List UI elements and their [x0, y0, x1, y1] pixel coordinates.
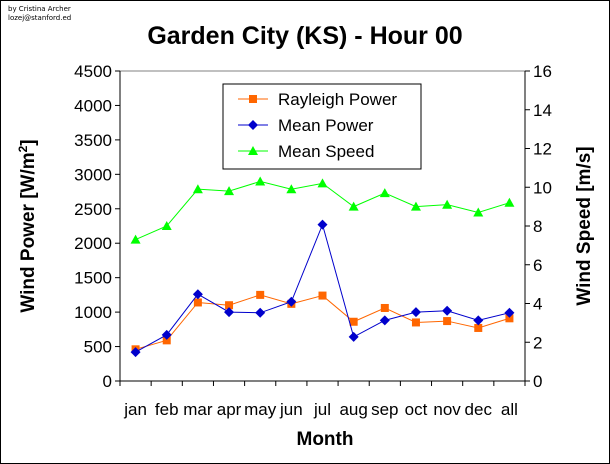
- data-point: [379, 188, 390, 198]
- y-axis-left-label-sup: 2: [16, 145, 30, 152]
- credit-email: lozej@stanford.ed: [8, 14, 72, 22]
- y-axis-left-label-main: Wind Power [W/m: [18, 152, 39, 312]
- y-right-tick-label: 6: [533, 256, 542, 275]
- x-tick-label: oct: [405, 400, 428, 419]
- y-right-tick-label: 2: [533, 333, 542, 352]
- legend-marker: [248, 120, 258, 130]
- data-point: [224, 307, 235, 318]
- data-point: [379, 315, 390, 326]
- y-left-tick-label: 3500: [74, 131, 112, 150]
- data-point: [504, 307, 515, 318]
- y-right-tick-label: 12: [533, 140, 552, 159]
- data-point: [225, 301, 234, 310]
- data-point: [443, 317, 452, 326]
- data-point: [380, 303, 389, 312]
- data-point: [162, 336, 171, 345]
- legend-marker: [249, 95, 257, 103]
- series-mean-speed: [130, 176, 515, 244]
- x-tick-label: mar: [183, 400, 213, 419]
- y-right-tick-label: 14: [533, 101, 552, 120]
- data-point: [256, 290, 265, 299]
- y-axis-left-label-end: ]: [18, 139, 39, 145]
- data-point: [161, 329, 172, 340]
- legend-marker: [248, 146, 258, 155]
- y-axis-left-label: Wind Power [W/m2]: [16, 139, 39, 312]
- credit-author: by Cristina Archer: [8, 5, 71, 13]
- y-right-tick-label: 16: [533, 62, 552, 81]
- y-axis-right-label: Wind Speed [m/s]: [574, 146, 595, 305]
- data-point: [255, 176, 266, 186]
- legend-label: Mean Speed: [278, 142, 374, 161]
- data-point: [130, 347, 141, 358]
- series-mean-power: [130, 219, 515, 358]
- data-point: [410, 201, 421, 211]
- x-axis-label: Month: [297, 429, 354, 450]
- data-point: [474, 323, 483, 332]
- data-point: [442, 305, 453, 316]
- x-tick-label: nov: [433, 400, 461, 419]
- x-tick-label: aug: [339, 400, 367, 419]
- data-point: [192, 184, 203, 194]
- data-point: [473, 207, 484, 217]
- x-tick-label: jul: [313, 400, 331, 419]
- data-point: [286, 296, 297, 307]
- x-tick-label: jun: [279, 400, 303, 419]
- y-left-tick-label: 3000: [74, 165, 112, 184]
- legend: Rayleigh Power Mean Power Mean Speed: [222, 83, 422, 170]
- x-tick-label: sep: [371, 400, 398, 419]
- y-left-tick-label: 1000: [74, 303, 112, 322]
- x-tick-label: all: [501, 400, 518, 419]
- legend-label: Rayleigh Power: [278, 90, 397, 109]
- data-point: [411, 318, 420, 327]
- y-left-tick-label: 1500: [74, 269, 112, 288]
- y-left-tick-label: 2500: [74, 200, 112, 219]
- y-left-tick-label: 4000: [74, 96, 112, 115]
- data-point: [161, 221, 172, 230]
- data-point: [224, 186, 235, 196]
- x-tick-label: apr: [217, 400, 242, 419]
- data-point: [317, 178, 328, 188]
- y-left-tick-label: 4500: [74, 62, 112, 81]
- data-point: [505, 314, 514, 323]
- data-point: [348, 331, 359, 342]
- data-point: [504, 197, 515, 207]
- data-point: [473, 315, 484, 326]
- chart-title: Garden City (KS) - Hour 00: [147, 22, 462, 50]
- y-left-tick-label: 500: [84, 338, 112, 357]
- x-tick-label: may: [244, 400, 277, 419]
- data-point: [193, 298, 202, 307]
- y-right-tick-label: 0: [533, 372, 542, 391]
- data-point: [442, 199, 453, 209]
- data-point: [192, 289, 203, 300]
- x-tick-label: feb: [155, 400, 179, 419]
- data-point: [318, 291, 327, 300]
- data-point: [349, 317, 358, 326]
- data-point: [317, 219, 328, 230]
- y-left-tick-label: 0: [103, 372, 112, 391]
- data-point: [348, 201, 359, 211]
- data-point: [255, 307, 266, 318]
- legend-label: Mean Power: [278, 116, 374, 135]
- data-point: [410, 307, 421, 318]
- y-left-tick-label: 2000: [74, 234, 112, 253]
- data-point: [286, 184, 297, 194]
- y-right-tick-label: 4: [533, 295, 542, 314]
- x-tick-label: dec: [465, 400, 493, 419]
- data-point: [130, 234, 141, 244]
- y-right-tick-label: 8: [533, 217, 542, 236]
- x-tick-label: jan: [123, 400, 147, 419]
- y-right-tick-label: 10: [533, 178, 552, 197]
